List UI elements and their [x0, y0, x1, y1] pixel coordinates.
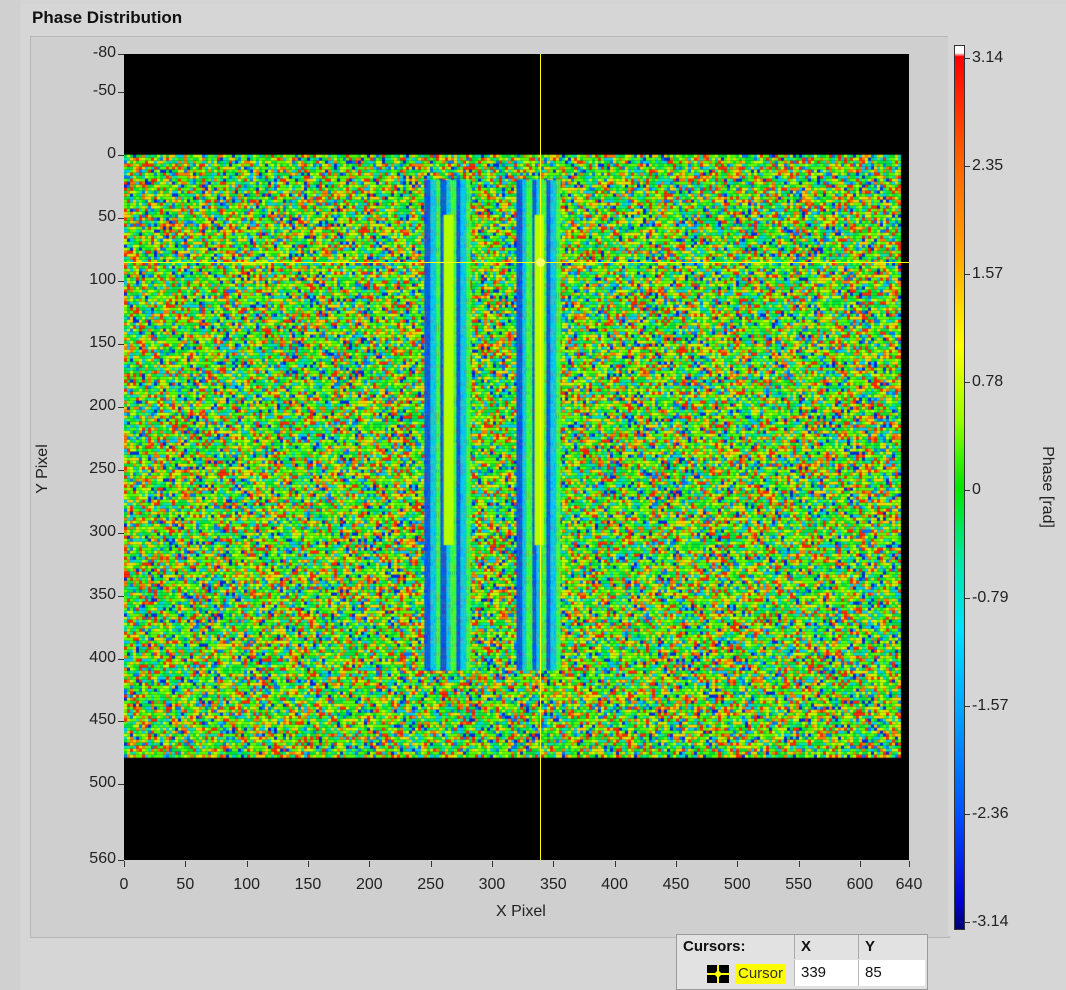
x-tick-label: 600 — [846, 876, 874, 893]
y-tick-mark — [118, 469, 124, 471]
colorbar-tick-label: -2.36 — [972, 805, 1009, 822]
x-tick-mark — [859, 861, 861, 867]
y-tick-label: 200 — [89, 396, 116, 414]
y-tick-mark — [118, 721, 124, 723]
colorbar-tick-label: -3.14 — [972, 913, 1009, 930]
x-tick-label: 200 — [355, 876, 383, 893]
x-tick-label: 450 — [662, 876, 690, 893]
cursors-legend-table[interactable]: Cursors: X Y Cursor 339 85 — [676, 934, 928, 990]
y-tick-mark — [118, 860, 124, 861]
y-tick-mark — [118, 406, 124, 408]
x-tick-label: 150 — [294, 876, 322, 893]
x-tick-mark — [737, 861, 739, 867]
y-tick-label: 300 — [89, 522, 116, 540]
x-tick-mark — [369, 861, 371, 867]
x-tick-mark — [246, 861, 248, 867]
colorbar-tick-mark — [965, 706, 970, 707]
x-tick-label: 640 — [895, 876, 923, 893]
y-tick-label: 560 — [89, 850, 116, 867]
x-tick-label: 550 — [785, 876, 812, 893]
y-tick-label: 350 — [89, 585, 116, 603]
cursor-marker[interactable] — [536, 258, 545, 267]
y-tick-mark — [118, 532, 124, 534]
x-axis-label: X Pixel — [496, 903, 546, 920]
x-tick-label: 50 — [176, 876, 195, 893]
x-tick-label: 350 — [539, 876, 567, 893]
x-tick-label: 400 — [601, 876, 628, 893]
cursor-vertical-line[interactable] — [540, 54, 541, 860]
y-tick-mark — [118, 54, 124, 55]
y-tick-label: 150 — [89, 333, 116, 351]
colorbar-tick-label: -0.79 — [972, 589, 1009, 606]
y-tick-mark — [118, 154, 124, 156]
y-tick-label: 250 — [89, 459, 116, 477]
y-tick-label: 50 — [98, 207, 116, 225]
colorbar-tick-label: -1.57 — [972, 697, 1009, 714]
colorbar-scale[interactable] — [954, 45, 965, 930]
colorbar-tick-label: 1.57 — [972, 265, 1004, 282]
y-tick-label: 0 — [107, 144, 116, 162]
x-tick-mark — [307, 861, 309, 867]
colorbar-tick-label: 0.78 — [972, 373, 1004, 390]
y-tick-mark — [118, 658, 124, 660]
colorbar-tick-mark — [965, 58, 970, 59]
y-tick-mark — [118, 343, 124, 345]
cursor-y-header: Y — [865, 938, 876, 955]
phase-image — [124, 54, 909, 860]
cursor-crosshair-icon[interactable] — [707, 965, 729, 983]
y-axis-label: Y Pixel — [33, 444, 51, 494]
cursor-x-value[interactable]: 339 — [795, 960, 859, 986]
colorbar-tick-mark — [965, 274, 970, 275]
x-tick-mark — [553, 861, 555, 867]
x-tick-mark — [675, 861, 677, 867]
x-tick-label: 0 — [119, 876, 129, 893]
y-tick-mark — [118, 784, 124, 786]
colorbar-label: Phase [rad] — [1038, 446, 1056, 528]
x-tick-label: 250 — [417, 876, 444, 893]
cursor-horizontal-line[interactable] — [124, 262, 909, 263]
window-edge — [0, 0, 20, 990]
y-tick-label: 450 — [89, 711, 116, 729]
colorbar-tick-mark — [965, 490, 970, 491]
x-tick-mark — [185, 861, 187, 867]
cursors-header: Cursors: — [677, 935, 795, 959]
colorbar-tick-label: 3.14 — [972, 49, 1004, 66]
cursor-name-label[interactable]: Cursor — [735, 964, 787, 984]
x-tick-mark — [491, 861, 493, 867]
intensity-graph-plot-area[interactable] — [124, 54, 909, 860]
y-tick-mark — [118, 280, 124, 282]
y-tick-mark — [118, 595, 124, 597]
cursor-y-value[interactable]: 85 — [859, 960, 925, 986]
y-tick-label: 400 — [89, 648, 116, 666]
x-tick-mark — [909, 861, 910, 867]
y-tick-mark — [118, 217, 124, 219]
x-tick-label: 500 — [723, 876, 751, 893]
y-tick-label: -50 — [92, 81, 116, 99]
y-tick-mark — [118, 91, 124, 93]
colorbar-tick-mark — [965, 382, 970, 383]
x-tick-label: 300 — [478, 876, 506, 893]
cursor-x-header: X — [795, 935, 859, 959]
colorbar-tick-label: 0 — [972, 481, 981, 498]
colorbar-tick-mark — [965, 598, 970, 599]
y-tick-label: -80 — [92, 44, 116, 61]
x-tick-mark — [798, 861, 800, 867]
colorbar-panel — [948, 36, 1066, 936]
y-tick-label: 100 — [89, 270, 116, 288]
panel-title: Phase Distribution — [32, 8, 183, 27]
x-tick-mark — [614, 861, 616, 867]
colorbar-tick-label: 2.35 — [972, 157, 1004, 174]
colorbar-tick-mark — [965, 166, 970, 167]
x-tick-mark — [124, 861, 125, 867]
colorbar-tick-mark — [965, 922, 970, 923]
y-tick-label: 500 — [89, 774, 116, 792]
x-tick-mark — [430, 861, 432, 867]
x-tick-label: 100 — [233, 876, 260, 893]
colorbar-tick-mark — [965, 814, 970, 815]
